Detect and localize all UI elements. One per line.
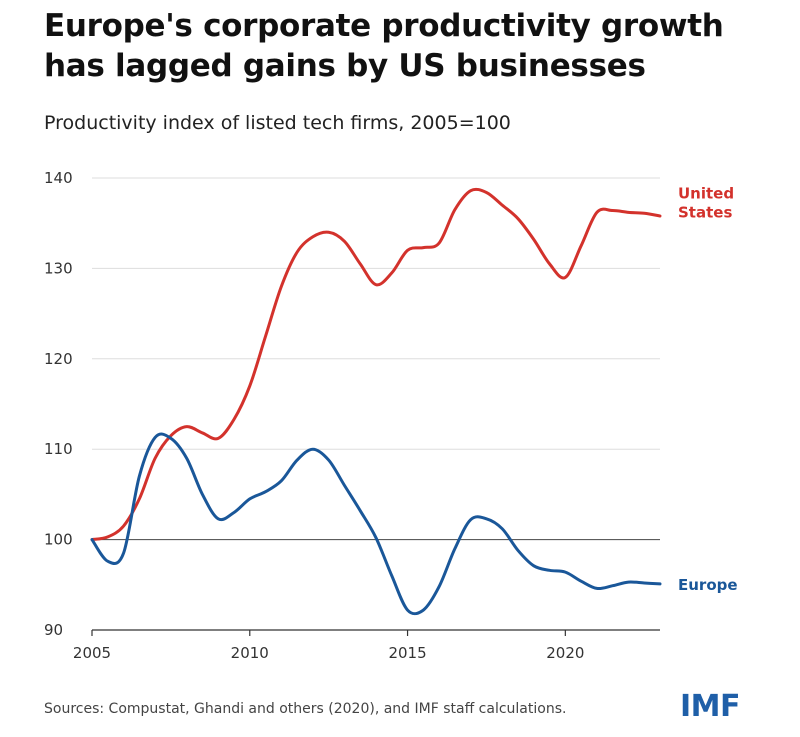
y-tick-label-120: 120 bbox=[44, 350, 73, 368]
y-tick-label-100: 100 bbox=[44, 531, 73, 549]
chart-title: Europe's corporate productivity growth h… bbox=[44, 8, 724, 84]
series-label-united-states-2: States bbox=[678, 203, 732, 221]
x-tick-label-2010: 2010 bbox=[231, 644, 269, 662]
series-label-united-states-1: United bbox=[678, 184, 734, 202]
y-tick-label-90: 90 bbox=[44, 621, 63, 639]
line-chart: 90 100 110 120 130 140 2005 2010 2015 2020 UnitedS… bbox=[44, 169, 738, 662]
source-note: Sources: Compustat, Ghandi and others (2… bbox=[44, 701, 567, 717]
x-tick-label-2020: 2020 bbox=[546, 644, 584, 662]
series-line-united-states bbox=[90, 187, 662, 542]
x-tick-label-2005: 2005 bbox=[73, 644, 111, 662]
series-label-europe-1: Europe bbox=[678, 576, 738, 594]
y-tick-label-140: 140 bbox=[44, 169, 73, 187]
series-line-europe bbox=[90, 432, 662, 616]
y-tick-label-110: 110 bbox=[44, 440, 73, 458]
imf-logo: IMF bbox=[680, 689, 741, 724]
y-tick-label-130: 130 bbox=[44, 259, 73, 277]
x-tick-label-2015: 2015 bbox=[388, 644, 426, 662]
chart-subtitle: Productivity index of listed tech firms,… bbox=[44, 112, 511, 134]
